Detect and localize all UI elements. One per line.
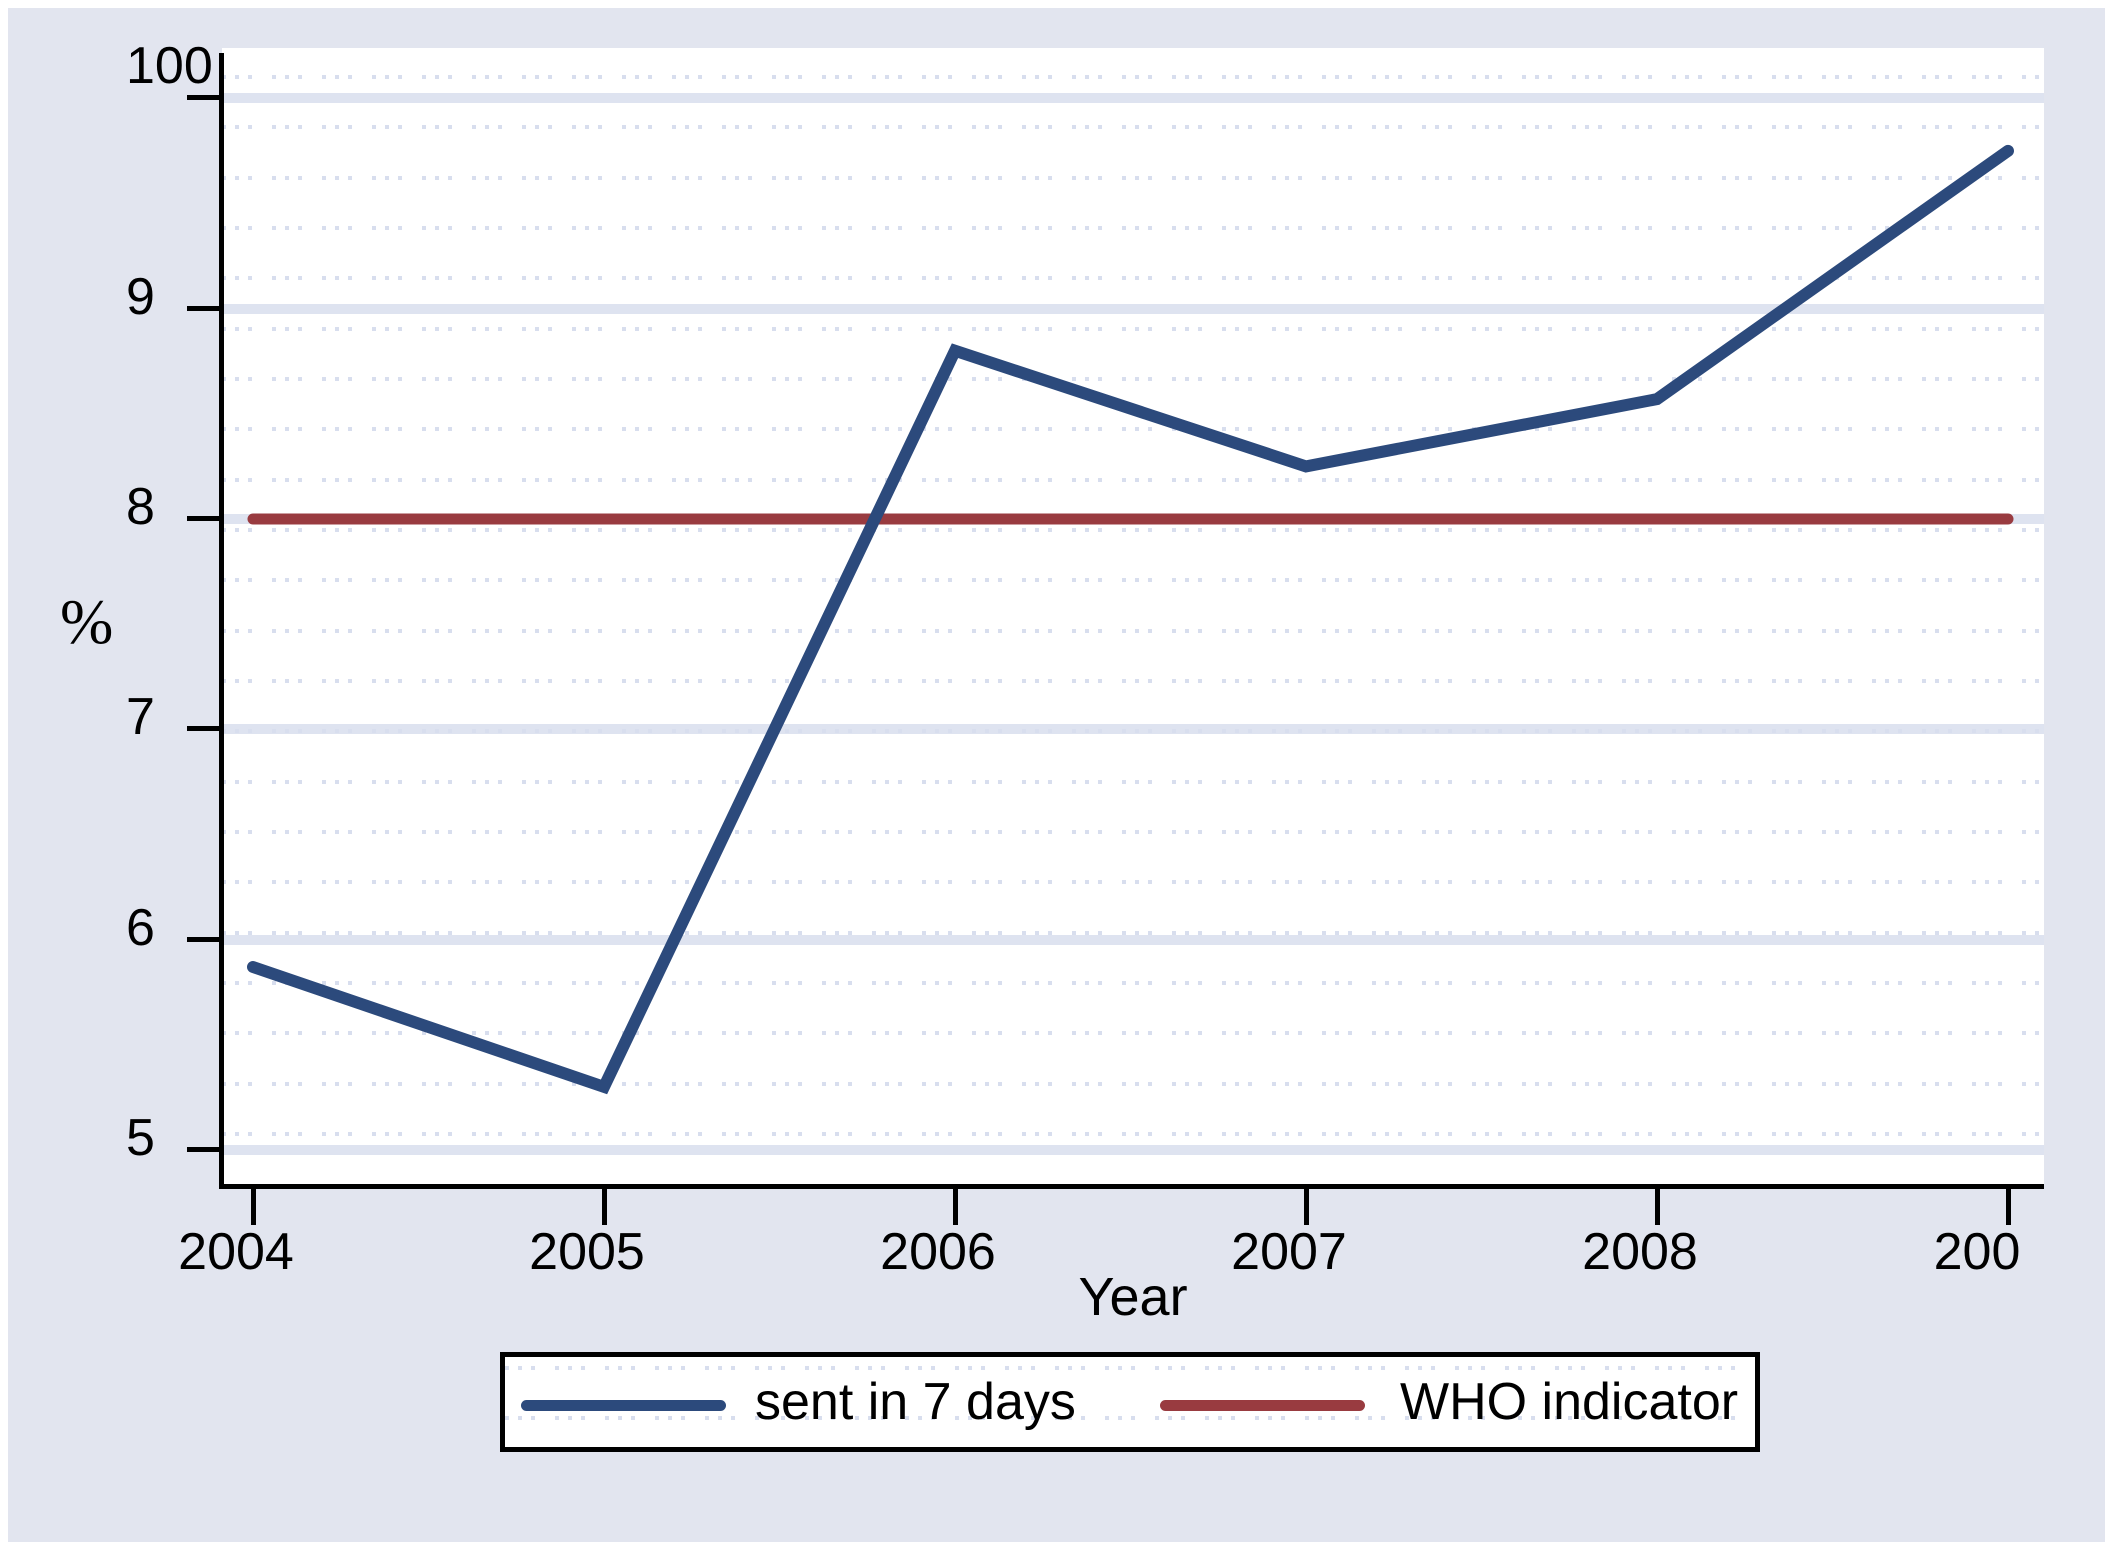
minor-dotted-gridline: [222, 427, 2044, 432]
y-tick-label: 8: [126, 478, 155, 536]
minor-dotted-gridline: [222, 125, 2044, 130]
minor-dotted-gridline: [222, 175, 2044, 180]
y-tick-label: 100: [126, 37, 213, 96]
minor-dotted-gridline: [222, 729, 2044, 734]
y-axis-line: [219, 53, 224, 1189]
y-tick-label: 7: [126, 688, 155, 747]
legend-box: sent in 7 days WHO indicator: [500, 1352, 1760, 1452]
x-tick: [1304, 1189, 1309, 1225]
legend-label-who-indicator: WHO indicator: [1400, 1373, 1739, 1431]
minor-dotted-gridline: [222, 1031, 2044, 1036]
y-tick-label: 9: [126, 267, 155, 326]
y-tick: [187, 305, 221, 311]
minor-dotted-gridline: [222, 829, 2044, 834]
minor-dotted-gridline: [222, 376, 2044, 381]
minor-dotted-gridline: [222, 75, 2044, 79]
major-gridline: [222, 514, 2044, 524]
major-gridline: [222, 934, 2044, 945]
legend-dotted-gridline: [505, 1416, 1755, 1420]
minor-dotted-gridline: [222, 880, 2044, 885]
major-gridline: [222, 1145, 2044, 1155]
minor-dotted-gridline: [222, 980, 2044, 985]
minor-dotted-gridline: [222, 326, 2044, 331]
x-tick: [2006, 1189, 2011, 1225]
minor-dotted-gridline: [222, 1131, 2044, 1136]
x-tick-label: 2005: [529, 1223, 645, 1281]
x-tick-label: 2008: [1582, 1223, 1698, 1281]
x-tick-label: 2004: [178, 1223, 294, 1281]
x-tick: [953, 1189, 958, 1225]
y-tick-label: 5: [126, 1109, 155, 1167]
minor-dotted-gridline: [222, 779, 2044, 784]
legend-swatch-who-indicator: [1160, 1400, 1365, 1411]
y-tick-label: 6: [126, 898, 155, 957]
major-gridline: [222, 303, 2044, 314]
minor-dotted-gridline: [222, 477, 2044, 482]
x-axis-line: [219, 1184, 2044, 1189]
y-tick: [187, 936, 221, 942]
x-tick-label: 200: [1933, 1223, 2021, 1281]
minor-dotted-gridline: [222, 527, 2044, 532]
legend-dotted-gridline: [505, 1366, 1755, 1370]
x-axis-title: Year: [1078, 1267, 1188, 1327]
y-tick: [187, 726, 221, 732]
plot-area: [222, 48, 2044, 1186]
legend-label-sent-in-7-days: sent in 7 days: [755, 1373, 1076, 1431]
minor-dotted-gridline: [222, 578, 2044, 583]
minor-dotted-gridline: [222, 930, 2044, 935]
minor-dotted-gridline: [222, 225, 2044, 230]
y-tick: [187, 516, 221, 521]
legend-swatch-sent-in-7-days: [521, 1400, 726, 1411]
x-tick: [251, 1189, 256, 1225]
y-tick: [187, 1147, 221, 1152]
minor-dotted-gridline: [222, 628, 2044, 633]
major-gridline: [222, 93, 2044, 104]
line-chart-figure: 100 9 8 7 6 5 2004 2005 2006 2007 2008 200 % Year …: [8, 8, 2105, 1542]
x-tick: [602, 1189, 607, 1225]
x-tick-label: 2006: [880, 1223, 996, 1281]
y-tick: [187, 95, 221, 101]
x-tick: [1655, 1189, 1660, 1225]
minor-dotted-gridline: [222, 678, 2044, 683]
y-axis-title: %: [60, 586, 114, 657]
minor-dotted-gridline: [222, 276, 2044, 281]
x-tick-label: 2007: [1231, 1223, 1347, 1281]
minor-dotted-gridline: [222, 1081, 2044, 1086]
